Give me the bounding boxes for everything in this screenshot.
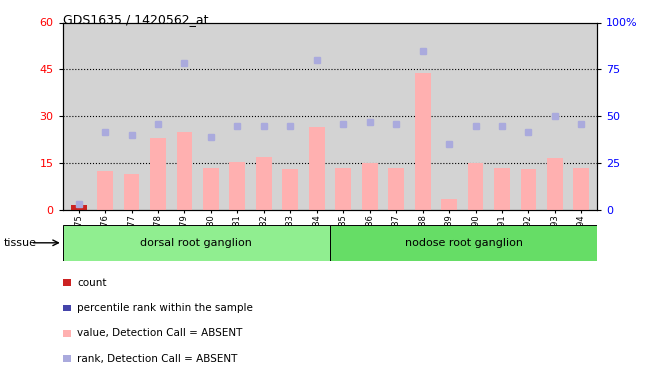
Bar [230,162,246,210]
Bar [362,163,378,210]
Bar [63,225,330,261]
Text: count: count [77,278,106,288]
Bar [71,206,86,210]
Bar [414,72,430,210]
Bar [203,168,219,210]
Bar [97,171,113,210]
Bar [335,168,351,210]
Bar [176,132,192,210]
Bar [150,138,166,210]
Text: GDS1635 / 1420562_at: GDS1635 / 1420562_at [63,13,208,26]
Bar [63,330,71,337]
Text: tissue: tissue [3,238,36,248]
Text: value, Detection Call = ABSENT: value, Detection Call = ABSENT [77,328,242,338]
Bar [256,157,272,210]
Text: dorsal root ganglion: dorsal root ganglion [141,238,252,248]
Text: rank, Detection Call = ABSENT: rank, Detection Call = ABSENT [77,354,238,364]
Bar [388,168,404,210]
Text: nodose root ganglion: nodose root ganglion [405,238,523,248]
Bar [574,168,589,210]
Bar [521,170,537,210]
Bar [282,170,298,210]
Bar [63,355,71,362]
Text: percentile rank within the sample: percentile rank within the sample [77,303,253,313]
Bar [547,158,563,210]
Bar [330,225,597,261]
Bar [309,127,325,210]
Bar [63,279,71,286]
Bar [468,163,484,210]
Bar [63,304,71,311]
Bar [494,168,510,210]
Bar [123,174,139,210]
Bar [441,199,457,210]
